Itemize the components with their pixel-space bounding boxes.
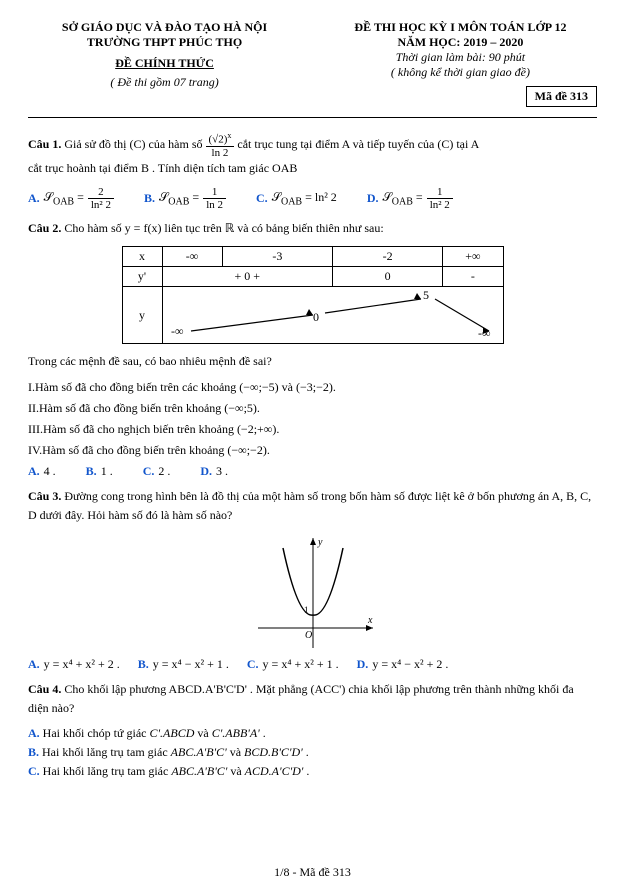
q3-d-val: y = x⁴ − x² + 2 . [372, 657, 448, 672]
table-row-y: y -∞ 0 5 -∞ [122, 287, 503, 344]
q3-b-val: y = x⁴ − x² + 1 . [153, 657, 229, 672]
header-right: ĐỀ THI HỌC KỲ I MÔN TOÁN LỚP 12 NĂM HỌC:… [324, 20, 597, 107]
x-m3: -3 [222, 247, 332, 267]
q1-formula: (√2)x ln 2 [206, 132, 235, 159]
q1-text1: Giả sử đồ thị [61, 137, 129, 151]
q3-opt-c: C. y = x⁴ + x² + 1 . [247, 657, 339, 672]
q4-c: C. Hai khối lăng trụ tam giác ABC.A'B'C'… [28, 764, 597, 779]
y-ninf-r: -∞ [478, 326, 491, 339]
q2-opt-a: A. 4 . [28, 464, 56, 479]
y-zero: 0 [313, 310, 319, 324]
variation-table: x -∞ -3 -2 +∞ y' + 0 + 0 - y -∞ 0 [28, 246, 597, 344]
q1-options: A. 𝒮OAB = 2ln² 2 B. 𝒮OAB = 1ln 2 C. 𝒮OAB… [28, 186, 597, 211]
q1-C1: (C) [130, 137, 146, 151]
table-row-yprime: y' + 0 + 0 - [122, 267, 503, 287]
yp-label: y' [122, 267, 162, 287]
q2-opt-d: D. 3 . [200, 464, 228, 479]
note: ( không kể thời gian giao đề) [324, 65, 597, 80]
q4-b: B. Hai khối lăng trụ tam giác ABC.A'B'C'… [28, 745, 597, 760]
exam-title: ĐỀ THI HỌC KỲ I MÔN TOÁN LỚP 12 [324, 20, 597, 35]
q2-intro-text: Trong các mệnh đề sau, có bao nhiêu mệnh… [28, 354, 272, 368]
school: TRƯỜNG THPT PHÚC THỌ [28, 35, 301, 50]
variation-arrows: -∞ 0 5 -∞ [163, 287, 503, 339]
svg-text:1: 1 [304, 605, 309, 615]
q2-intro: Trong các mệnh đề sau, có bao nhiêu mệnh… [28, 352, 597, 371]
q3-label: Câu 3. [28, 489, 61, 503]
question-1: Câu 1. Giả sử đồ thị (C) của hàm số (√2)… [28, 132, 597, 178]
q1-opt-a: A. 𝒮OAB = 2ln² 2 [28, 186, 114, 211]
q3-opt-d: D. y = x⁴ − x² + 2 . [357, 657, 449, 672]
divider [28, 117, 597, 118]
q1-C2: (C) [437, 137, 453, 151]
x-pinf: +∞ [443, 247, 503, 267]
exam-code: Mã đề 313 [526, 86, 597, 107]
y-five: 5 [423, 288, 429, 302]
q1-text5: cắt trục hoành tại điểm B . Tính diện tí… [28, 159, 597, 178]
q2-opt-b: B. 1 . [86, 464, 113, 479]
question-2: Câu 2. Cho hàm số y = f(x) liên tục trên… [28, 219, 597, 238]
q2-c-val: 2 . [158, 464, 170, 479]
table-row-x: x -∞ -3 -2 +∞ [122, 247, 503, 267]
page-count: ( Đề thi gồm 07 trang) [28, 75, 301, 90]
q1-label: Câu 1. [28, 137, 61, 151]
q4-label: Câu 4. [28, 682, 61, 696]
q3-c-val: y = x⁴ + x² + 1 . [263, 657, 339, 672]
q3-graph: x y O 1 [28, 533, 597, 653]
q2-IV: IV.Hàm số đã cho đồng biến trên khoảng (… [28, 443, 597, 458]
page-footer: 1/8 - Mã đề 313 [0, 865, 625, 880]
authority: SỞ GIÁO DỤC VÀ ĐÀO TẠO HÀ NỘI [28, 20, 301, 35]
svg-text:O: O [305, 630, 312, 641]
x-m2: -2 [332, 247, 442, 267]
q2-text1: Cho hàm số y = f(x) liên tục trên ℝ và c… [61, 221, 383, 235]
yp-c3: - [443, 267, 503, 287]
svg-text:y: y [317, 537, 323, 548]
official-label: ĐỀ CHÍNH THỨC [115, 56, 214, 70]
q1-opt-d: D. 𝒮OAB = 1ln² 2 [367, 186, 453, 211]
q2-opt-c: C. 2 . [143, 464, 171, 479]
duration: Thời gian làm bài: 90 phút [324, 50, 597, 65]
q1-text2: của hàm số [146, 137, 206, 151]
q4-text: Cho khối lập phương ABCD.A'B'C'D' . Mặt … [28, 682, 574, 715]
y-ninf-l: -∞ [171, 324, 184, 338]
x-ninf: -∞ [162, 247, 222, 267]
opt-label-c: C. [256, 191, 268, 206]
q1-opt-b: B. 𝒮OAB = 1ln 2 [144, 186, 226, 211]
opt-label-b: B. [144, 191, 155, 206]
q2-II: II.Hàm số đã cho đồng biến trên khoảng (… [28, 401, 597, 416]
q2-b-val: 1 . [101, 464, 113, 479]
q2-I: I.Hàm số đã cho đồng biến trên các khoản… [28, 380, 597, 395]
header-left: SỞ GIÁO DỤC VÀ ĐÀO TẠO HÀ NỘI TRƯỜNG THP… [28, 20, 301, 107]
q4-a: A. Hai khối chóp tứ giác C'.ABCD và C'.A… [28, 726, 597, 741]
q3-a-val: y = x⁴ + x² + 2 . [44, 657, 120, 672]
q2-d-val: 3 . [216, 464, 228, 479]
q3-opt-b: B. y = x⁴ − x² + 1 . [138, 657, 229, 672]
y-label: y [122, 287, 162, 344]
yp-c1: + 0 + [162, 267, 332, 287]
q1-text3: cắt trục tung tại điểm A và tiếp tuyến c… [237, 137, 437, 151]
question-4: Câu 4. Cho khối lập phương ABCD.A'B'C'D'… [28, 680, 597, 718]
question-3: Câu 3. Đường cong trong hình bên là đồ t… [28, 487, 597, 525]
opt-label-d: D. [367, 191, 379, 206]
svg-text:x: x [367, 615, 373, 626]
q1-opt-c: C. 𝒮OAB = ln² 2 [256, 186, 337, 211]
q1-text4: tại A [453, 137, 479, 151]
q2-III: III.Hàm số đã cho nghịch biến trên khoản… [28, 422, 597, 437]
q2-options: A. 4 . B. 1 . C. 2 . D. 3 . [28, 464, 597, 479]
x-label: x [122, 247, 162, 267]
q3-text: Đường cong trong hình bên là đồ thị của … [28, 489, 591, 522]
yp-c2: 0 [332, 267, 442, 287]
exam-header: SỞ GIÁO DỤC VÀ ĐÀO TẠO HÀ NỘI TRƯỜNG THP… [28, 20, 597, 107]
q3-options: A. y = x⁴ + x² + 2 . B. y = x⁴ − x² + 1 … [28, 657, 597, 672]
year: NĂM HỌC: 2019 – 2020 [324, 35, 597, 50]
opt-label-a: A. [28, 191, 40, 206]
q2-label: Câu 2. [28, 221, 61, 235]
q2-a-val: 4 . [44, 464, 56, 479]
q3-opt-a: A. y = x⁴ + x² + 2 . [28, 657, 120, 672]
